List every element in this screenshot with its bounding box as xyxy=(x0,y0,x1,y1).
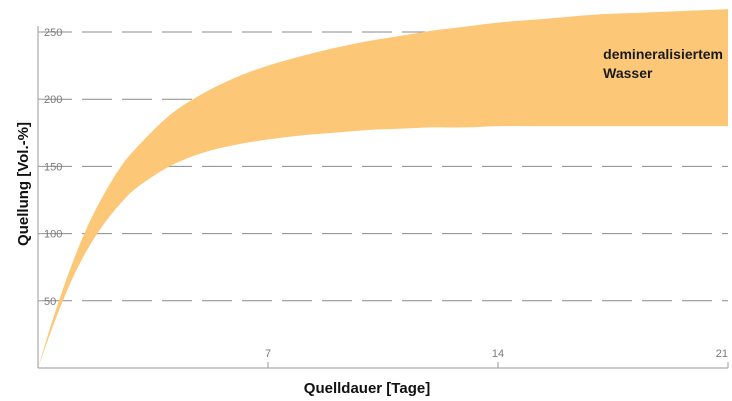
y-tick-label-150: 150 xyxy=(44,161,62,173)
band-layer xyxy=(38,9,728,369)
swelling-band xyxy=(38,9,728,369)
y-tick-label-250: 250 xyxy=(44,27,62,39)
y-tick-label-200: 200 xyxy=(44,94,62,106)
annotation-line-0: demineralisiertem xyxy=(603,46,723,62)
x-tick-label-7: 7 xyxy=(265,348,271,360)
tick-labels: 50 100 150 200 250 7 14 21 xyxy=(44,27,728,360)
annotation-layer: demineralisiertem Wasser xyxy=(603,46,723,81)
annotation-line-1: Wasser xyxy=(603,65,653,81)
y-axis-title: Quellung [Vol.-%] xyxy=(15,122,32,246)
x-axis-title: Quelldauer [Tage] xyxy=(304,380,430,397)
y-tick-label-50: 50 xyxy=(44,296,56,308)
x-tick-label-14: 14 xyxy=(492,348,504,360)
annotation-0: demineralisiertem Wasser xyxy=(603,46,723,81)
y-tick-label-100: 100 xyxy=(44,229,62,241)
x-tick-label-21: 21 xyxy=(716,348,728,360)
axes xyxy=(37,26,729,369)
